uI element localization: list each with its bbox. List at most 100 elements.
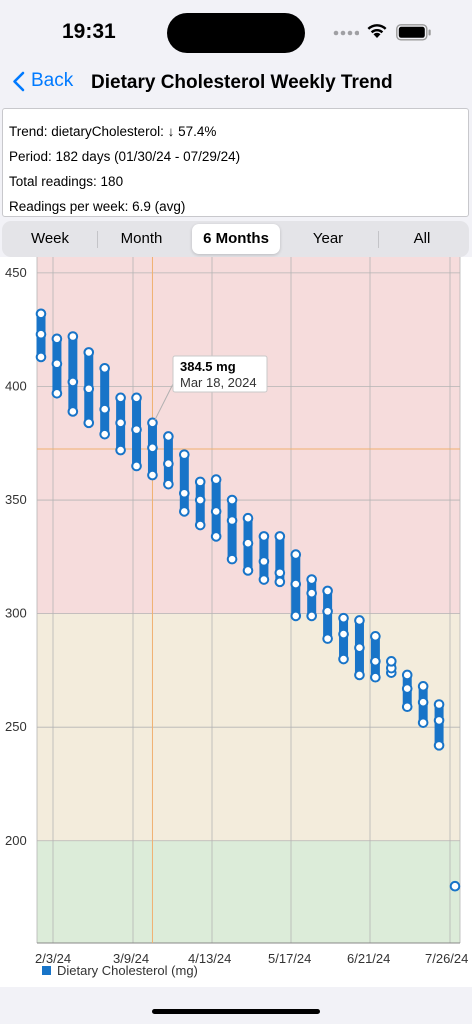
data-point bbox=[338, 628, 349, 640]
tooltip-box bbox=[172, 355, 268, 393]
range-bar bbox=[275, 536, 285, 582]
x-tick-label: 5/17/24 bbox=[268, 951, 311, 966]
data-point bbox=[433, 699, 445, 710]
chart-legend: Dietary Cholesterol (mg) bbox=[42, 963, 198, 978]
data-point bbox=[99, 403, 110, 415]
data-point bbox=[274, 531, 286, 542]
tooltip-pointer bbox=[154, 383, 174, 422]
data-point bbox=[354, 669, 365, 681]
data-point bbox=[370, 656, 381, 667]
data-point bbox=[354, 615, 365, 626]
data-point bbox=[306, 574, 317, 585]
tab-all[interactable]: All bbox=[413, 230, 431, 247]
data-point bbox=[35, 308, 47, 320]
x-tick-label: 3/9/24 bbox=[113, 951, 149, 966]
data-point bbox=[115, 392, 126, 404]
page-title: Dietary Cholesterol Weekly Trend bbox=[91, 72, 393, 93]
status-time: 19:31 bbox=[62, 20, 116, 43]
data-point bbox=[417, 681, 429, 692]
status-bar: 19:31 bbox=[0, 0, 472, 60]
data-point bbox=[194, 519, 206, 531]
x-tick-label: 4/13/24 bbox=[188, 951, 231, 966]
data-point bbox=[51, 358, 63, 370]
back-button[interactable]: Back bbox=[12, 70, 73, 92]
data-point bbox=[401, 701, 413, 713]
tab-week[interactable]: Week bbox=[30, 230, 70, 247]
data-point bbox=[401, 669, 413, 681]
data-point bbox=[354, 642, 365, 654]
data-point bbox=[115, 444, 126, 456]
data-point bbox=[290, 578, 302, 590]
legend-label: Dietary Cholesterol (mg) bbox=[57, 963, 198, 978]
y-tick-label: 200 bbox=[5, 833, 27, 848]
data-point bbox=[83, 383, 95, 395]
data-point bbox=[370, 631, 381, 642]
data-point bbox=[258, 574, 270, 585]
summary-panel: Trend: dietaryCholesterol: ↓ 57.4% Perio… bbox=[2, 108, 469, 217]
data-point bbox=[258, 531, 270, 542]
data-point bbox=[242, 565, 254, 576]
data-point bbox=[338, 612, 349, 624]
back-label: Back bbox=[31, 70, 74, 91]
data-point bbox=[163, 431, 174, 442]
data-point bbox=[83, 347, 95, 358]
home-indicator bbox=[152, 1009, 320, 1014]
cholesterol-range-chart[interactable]: 200 250 300 350 400 450 2/3/24 3/9/24 4/13/24 5/1… bbox=[0, 257, 472, 987]
dynamic-island bbox=[167, 13, 305, 53]
data-point bbox=[194, 494, 206, 506]
cellular-signal-icon bbox=[333, 30, 359, 36]
segment-divider bbox=[97, 231, 98, 248]
total-readings-text: Total readings: 180 bbox=[9, 174, 124, 189]
data-point bbox=[115, 417, 126, 429]
data-point bbox=[210, 474, 222, 485]
data-point bbox=[67, 376, 79, 388]
y-tick-label: 450 bbox=[5, 265, 27, 280]
data-point bbox=[433, 740, 445, 751]
data-point bbox=[163, 478, 174, 490]
data-point bbox=[226, 494, 238, 506]
y-tick-label: 350 bbox=[5, 492, 27, 507]
data-point bbox=[147, 469, 158, 481]
data-point bbox=[306, 610, 317, 622]
time-range-segmented-control: Week Month 6 Months Year All bbox=[2, 221, 469, 257]
data-point bbox=[258, 556, 270, 567]
legend-swatch bbox=[42, 966, 51, 975]
y-tick-label: 400 bbox=[5, 378, 27, 393]
chart-area[interactable]: 200 250 300 350 400 450 2/3/24 3/9/24 4/13/24 5/1… bbox=[0, 257, 472, 987]
data-point bbox=[449, 880, 461, 892]
data-point bbox=[290, 549, 302, 560]
data-point bbox=[274, 567, 286, 579]
data-point bbox=[322, 606, 333, 617]
tab-6-months[interactable]: 6 Months bbox=[192, 224, 280, 254]
range-bar bbox=[227, 500, 237, 560]
data-point bbox=[99, 428, 110, 440]
data-point bbox=[131, 392, 142, 404]
data-point bbox=[67, 406, 79, 417]
data-point bbox=[306, 587, 317, 599]
tab-year[interactable]: Year bbox=[312, 230, 344, 247]
navigation-bar: Back Dietary Cholesterol Weekly Trend bbox=[0, 60, 472, 106]
tooltip-date: Mar 18, 2024 bbox=[180, 375, 257, 390]
data-point bbox=[194, 476, 206, 488]
data-point bbox=[179, 506, 190, 517]
tooltip-value: 384.5 mg bbox=[180, 359, 236, 374]
data-point bbox=[131, 460, 142, 472]
range-bar bbox=[179, 454, 189, 512]
data-point bbox=[179, 449, 190, 460]
data-point bbox=[179, 487, 190, 499]
data-point bbox=[131, 424, 142, 435]
tab-month[interactable]: Month bbox=[120, 230, 163, 247]
period-text: Period: 182 days (01/30/24 - 07/29/24) bbox=[9, 149, 241, 164]
data-point bbox=[370, 671, 381, 683]
data-point bbox=[242, 537, 254, 549]
data-point bbox=[210, 531, 222, 542]
data-point bbox=[401, 683, 413, 694]
x-tick-label: 7/26/24 bbox=[425, 951, 468, 966]
data-point bbox=[35, 351, 47, 363]
x-tick-label: 6/21/24 bbox=[347, 951, 390, 966]
data-point bbox=[242, 512, 254, 524]
readings-per-week-text: Readings per week: 6.9 (avg) bbox=[9, 199, 186, 214]
x-tick-label: 2/3/24 bbox=[35, 951, 71, 966]
y-tick-label: 300 bbox=[5, 606, 27, 621]
battery-icon bbox=[396, 24, 431, 41]
